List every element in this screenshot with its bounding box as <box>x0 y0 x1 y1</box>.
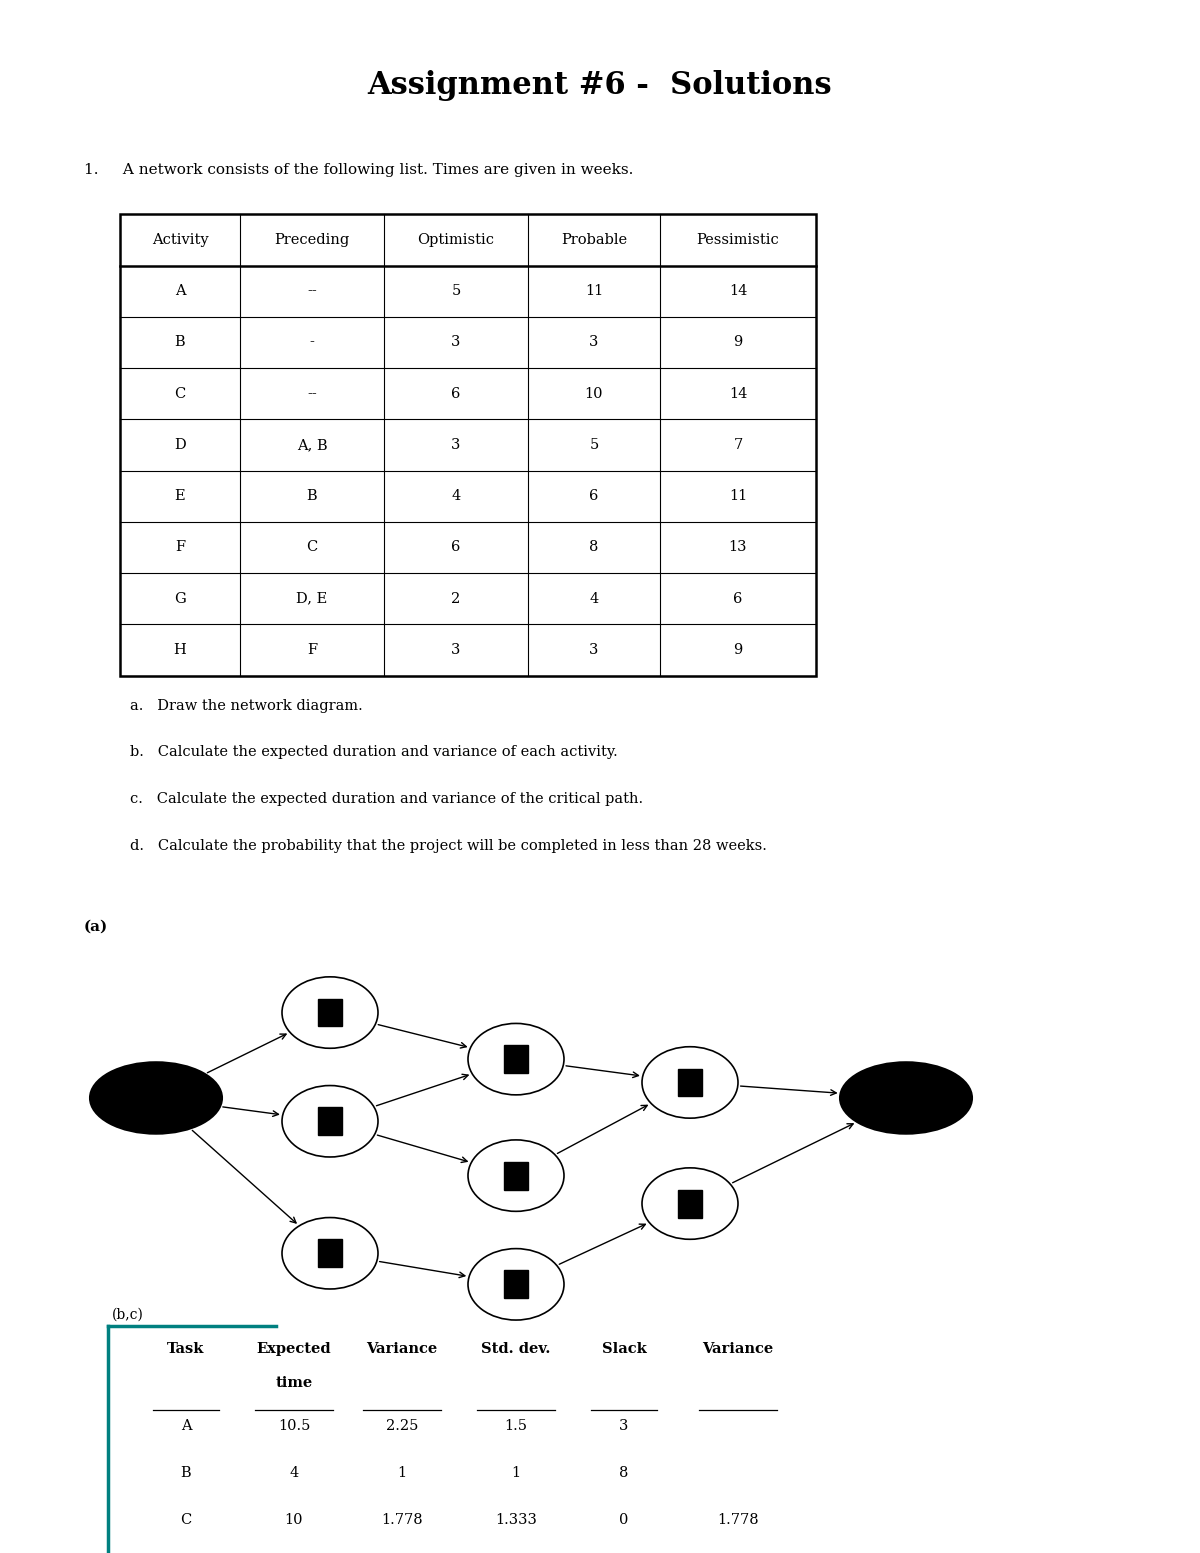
Ellipse shape <box>468 1023 564 1095</box>
Text: 3: 3 <box>619 1419 629 1433</box>
Text: a.   Draw the network diagram.: a. Draw the network diagram. <box>130 699 362 713</box>
Text: 5: 5 <box>589 438 599 452</box>
Text: Expected: Expected <box>257 1342 331 1356</box>
Text: 1.333: 1.333 <box>496 1513 536 1527</box>
Text: Variance: Variance <box>702 1342 774 1356</box>
Ellipse shape <box>282 977 378 1048</box>
Text: 2.25: 2.25 <box>386 1419 418 1433</box>
Ellipse shape <box>282 1218 378 1289</box>
Bar <box>120 214 816 676</box>
Text: 1.778: 1.778 <box>382 1513 422 1527</box>
Text: 11: 11 <box>728 489 748 503</box>
Text: 1: 1 <box>511 1466 521 1480</box>
Text: Variance: Variance <box>366 1342 438 1356</box>
Text: C: C <box>180 1513 192 1527</box>
Text: 3: 3 <box>589 643 599 657</box>
Bar <box>678 1190 702 1218</box>
Ellipse shape <box>468 1249 564 1320</box>
Text: 5: 5 <box>451 284 461 298</box>
Text: 2: 2 <box>451 592 461 606</box>
Text: 1.5: 1.5 <box>504 1419 528 1433</box>
Text: F: F <box>175 540 185 554</box>
Text: 6: 6 <box>451 387 461 401</box>
Text: B: B <box>181 1466 191 1480</box>
Text: 6: 6 <box>451 540 461 554</box>
Text: 3: 3 <box>589 335 599 349</box>
Ellipse shape <box>282 1086 378 1157</box>
Text: 11: 11 <box>584 284 604 298</box>
Text: d.   Calculate the probability that the project will be completed in less than 2: d. Calculate the probability that the pr… <box>130 839 767 853</box>
Text: --: -- <box>307 387 317 401</box>
Text: C: C <box>306 540 318 554</box>
Ellipse shape <box>642 1168 738 1239</box>
Text: C: C <box>174 387 186 401</box>
Text: 0: 0 <box>619 1513 629 1527</box>
Ellipse shape <box>642 1047 738 1118</box>
Text: 9: 9 <box>733 335 743 349</box>
Text: 3: 3 <box>451 438 461 452</box>
Ellipse shape <box>468 1140 564 1211</box>
Text: A: A <box>175 284 185 298</box>
Text: H: H <box>174 643 186 657</box>
Bar <box>504 1045 528 1073</box>
Text: 10: 10 <box>584 387 604 401</box>
Text: 8: 8 <box>619 1466 629 1480</box>
Bar <box>678 1068 702 1096</box>
Text: time: time <box>275 1376 313 1390</box>
Text: Pessimistic: Pessimistic <box>697 233 779 247</box>
Text: -: - <box>310 335 314 349</box>
Text: Preceding: Preceding <box>275 233 349 247</box>
Text: Optimistic: Optimistic <box>418 233 494 247</box>
Text: Activity: Activity <box>151 233 209 247</box>
Text: 1: 1 <box>397 1466 407 1480</box>
Text: D, E: D, E <box>296 592 328 606</box>
Text: Slack: Slack <box>601 1342 647 1356</box>
Text: B: B <box>307 489 317 503</box>
Text: 1.778: 1.778 <box>718 1513 758 1527</box>
Text: 7: 7 <box>733 438 743 452</box>
Text: --: -- <box>307 284 317 298</box>
Text: A, B: A, B <box>296 438 328 452</box>
Text: 10.5: 10.5 <box>278 1419 310 1433</box>
Text: D: D <box>174 438 186 452</box>
Text: B: B <box>175 335 185 349</box>
Text: F: F <box>307 643 317 657</box>
Text: Assignment #6 -  Solutions: Assignment #6 - Solutions <box>367 70 833 101</box>
Text: 13: 13 <box>728 540 748 554</box>
Bar <box>318 1239 342 1267</box>
Text: 1.     A network consists of the following list. Times are given in weeks.: 1. A network consists of the following l… <box>84 163 634 177</box>
Text: 4: 4 <box>589 592 599 606</box>
Text: b.   Calculate the expected duration and variance of each activity.: b. Calculate the expected duration and v… <box>130 745 617 759</box>
Text: 4: 4 <box>451 489 461 503</box>
Text: (b,c): (b,c) <box>112 1308 144 1322</box>
Ellipse shape <box>840 1062 972 1134</box>
Text: Task: Task <box>167 1342 205 1356</box>
Text: 10: 10 <box>284 1513 304 1527</box>
Text: (a): (a) <box>84 919 108 933</box>
Text: 4: 4 <box>289 1466 299 1480</box>
Text: 9: 9 <box>733 643 743 657</box>
Text: A: A <box>181 1419 191 1433</box>
Text: 14: 14 <box>728 387 748 401</box>
Ellipse shape <box>90 1062 222 1134</box>
Bar <box>504 1270 528 1298</box>
Text: 8: 8 <box>589 540 599 554</box>
Text: 3: 3 <box>451 335 461 349</box>
Text: 3: 3 <box>451 643 461 657</box>
Text: 6: 6 <box>733 592 743 606</box>
Bar <box>504 1162 528 1190</box>
Text: Probable: Probable <box>560 233 628 247</box>
Text: 6: 6 <box>589 489 599 503</box>
Bar <box>318 999 342 1027</box>
Bar <box>318 1107 342 1135</box>
Text: G: G <box>174 592 186 606</box>
Text: Std. dev.: Std. dev. <box>481 1342 551 1356</box>
Text: 14: 14 <box>728 284 748 298</box>
Text: c.   Calculate the expected duration and variance of the critical path.: c. Calculate the expected duration and v… <box>130 792 643 806</box>
Text: E: E <box>175 489 185 503</box>
